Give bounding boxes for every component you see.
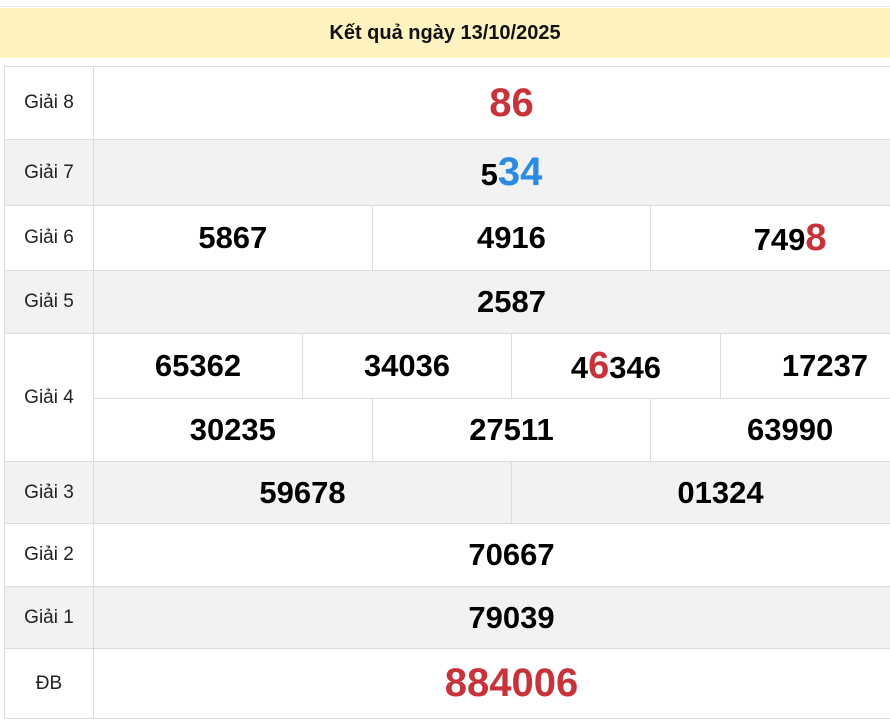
prize-number: 70667 [94,524,890,587]
number-suffix: 346 [609,350,661,385]
highlight-digits: 34 [498,150,543,194]
prize-number: 34036 [302,334,511,399]
prize-number: 4916 [372,206,651,271]
prize-label: Giải 8 [5,67,94,140]
prize-number: 63990 [651,399,890,462]
highlight-digits: 8 [805,217,826,259]
prize-label: Giải 5 [5,271,94,334]
prize-number: 7498 [651,206,890,271]
number-prefix: 4 [571,350,588,385]
row-giai-7: Giải 7 534 [5,140,890,206]
prize-number: 46346 [511,334,720,399]
prize-label: ĐB [5,649,94,719]
top-divider [0,0,890,7]
results-table: Giải 8 86 Giải 7 534 Giải 6 5867 4916 74… [4,66,890,719]
prize-number: 30235 [94,399,373,462]
prize-number: 86 [94,67,890,140]
row-giai-1: Giải 1 79039 [5,587,890,649]
prize-label: Giải 1 [5,587,94,649]
prize-number: 59678 [94,462,512,524]
prize-label: Giải 4 [5,334,94,462]
prize-number: 17237 [720,334,890,399]
number-prefix: 5 [481,157,498,192]
prize-number: 79039 [94,587,890,649]
row-giai-3: Giải 3 59678 01324 [5,462,890,524]
row-giai-4-b: 30235 27511 63990 [5,399,890,462]
prize-label: Giải 2 [5,524,94,587]
prize-number: 534 [94,140,890,206]
prize-number: 65362 [94,334,303,399]
special-prize-number: 884006 [94,649,890,719]
row-giai-6: Giải 6 5867 4916 7498 [5,206,890,271]
row-giai-5: Giải 5 2587 [5,271,890,334]
prize-number: 01324 [511,462,890,524]
prize-number: 27511 [372,399,651,462]
row-giai-8: Giải 8 86 [5,67,890,140]
number-prefix: 749 [754,222,806,257]
prize-number: 5867 [94,206,373,271]
prize-label: Giải 6 [5,206,94,271]
prize-label: Giải 7 [5,140,94,206]
row-giai-4: Giải 4 65362 34036 46346 17237 [5,334,890,399]
highlight-digits: 6 [588,345,609,387]
row-giai-2: Giải 2 70667 [5,524,890,587]
row-dac-biet: ĐB 884006 [5,649,890,719]
prize-label: Giải 3 [5,462,94,524]
prize-number: 2587 [94,271,890,334]
results-title: Kết quả ngày 13/10/2025 [0,8,890,58]
